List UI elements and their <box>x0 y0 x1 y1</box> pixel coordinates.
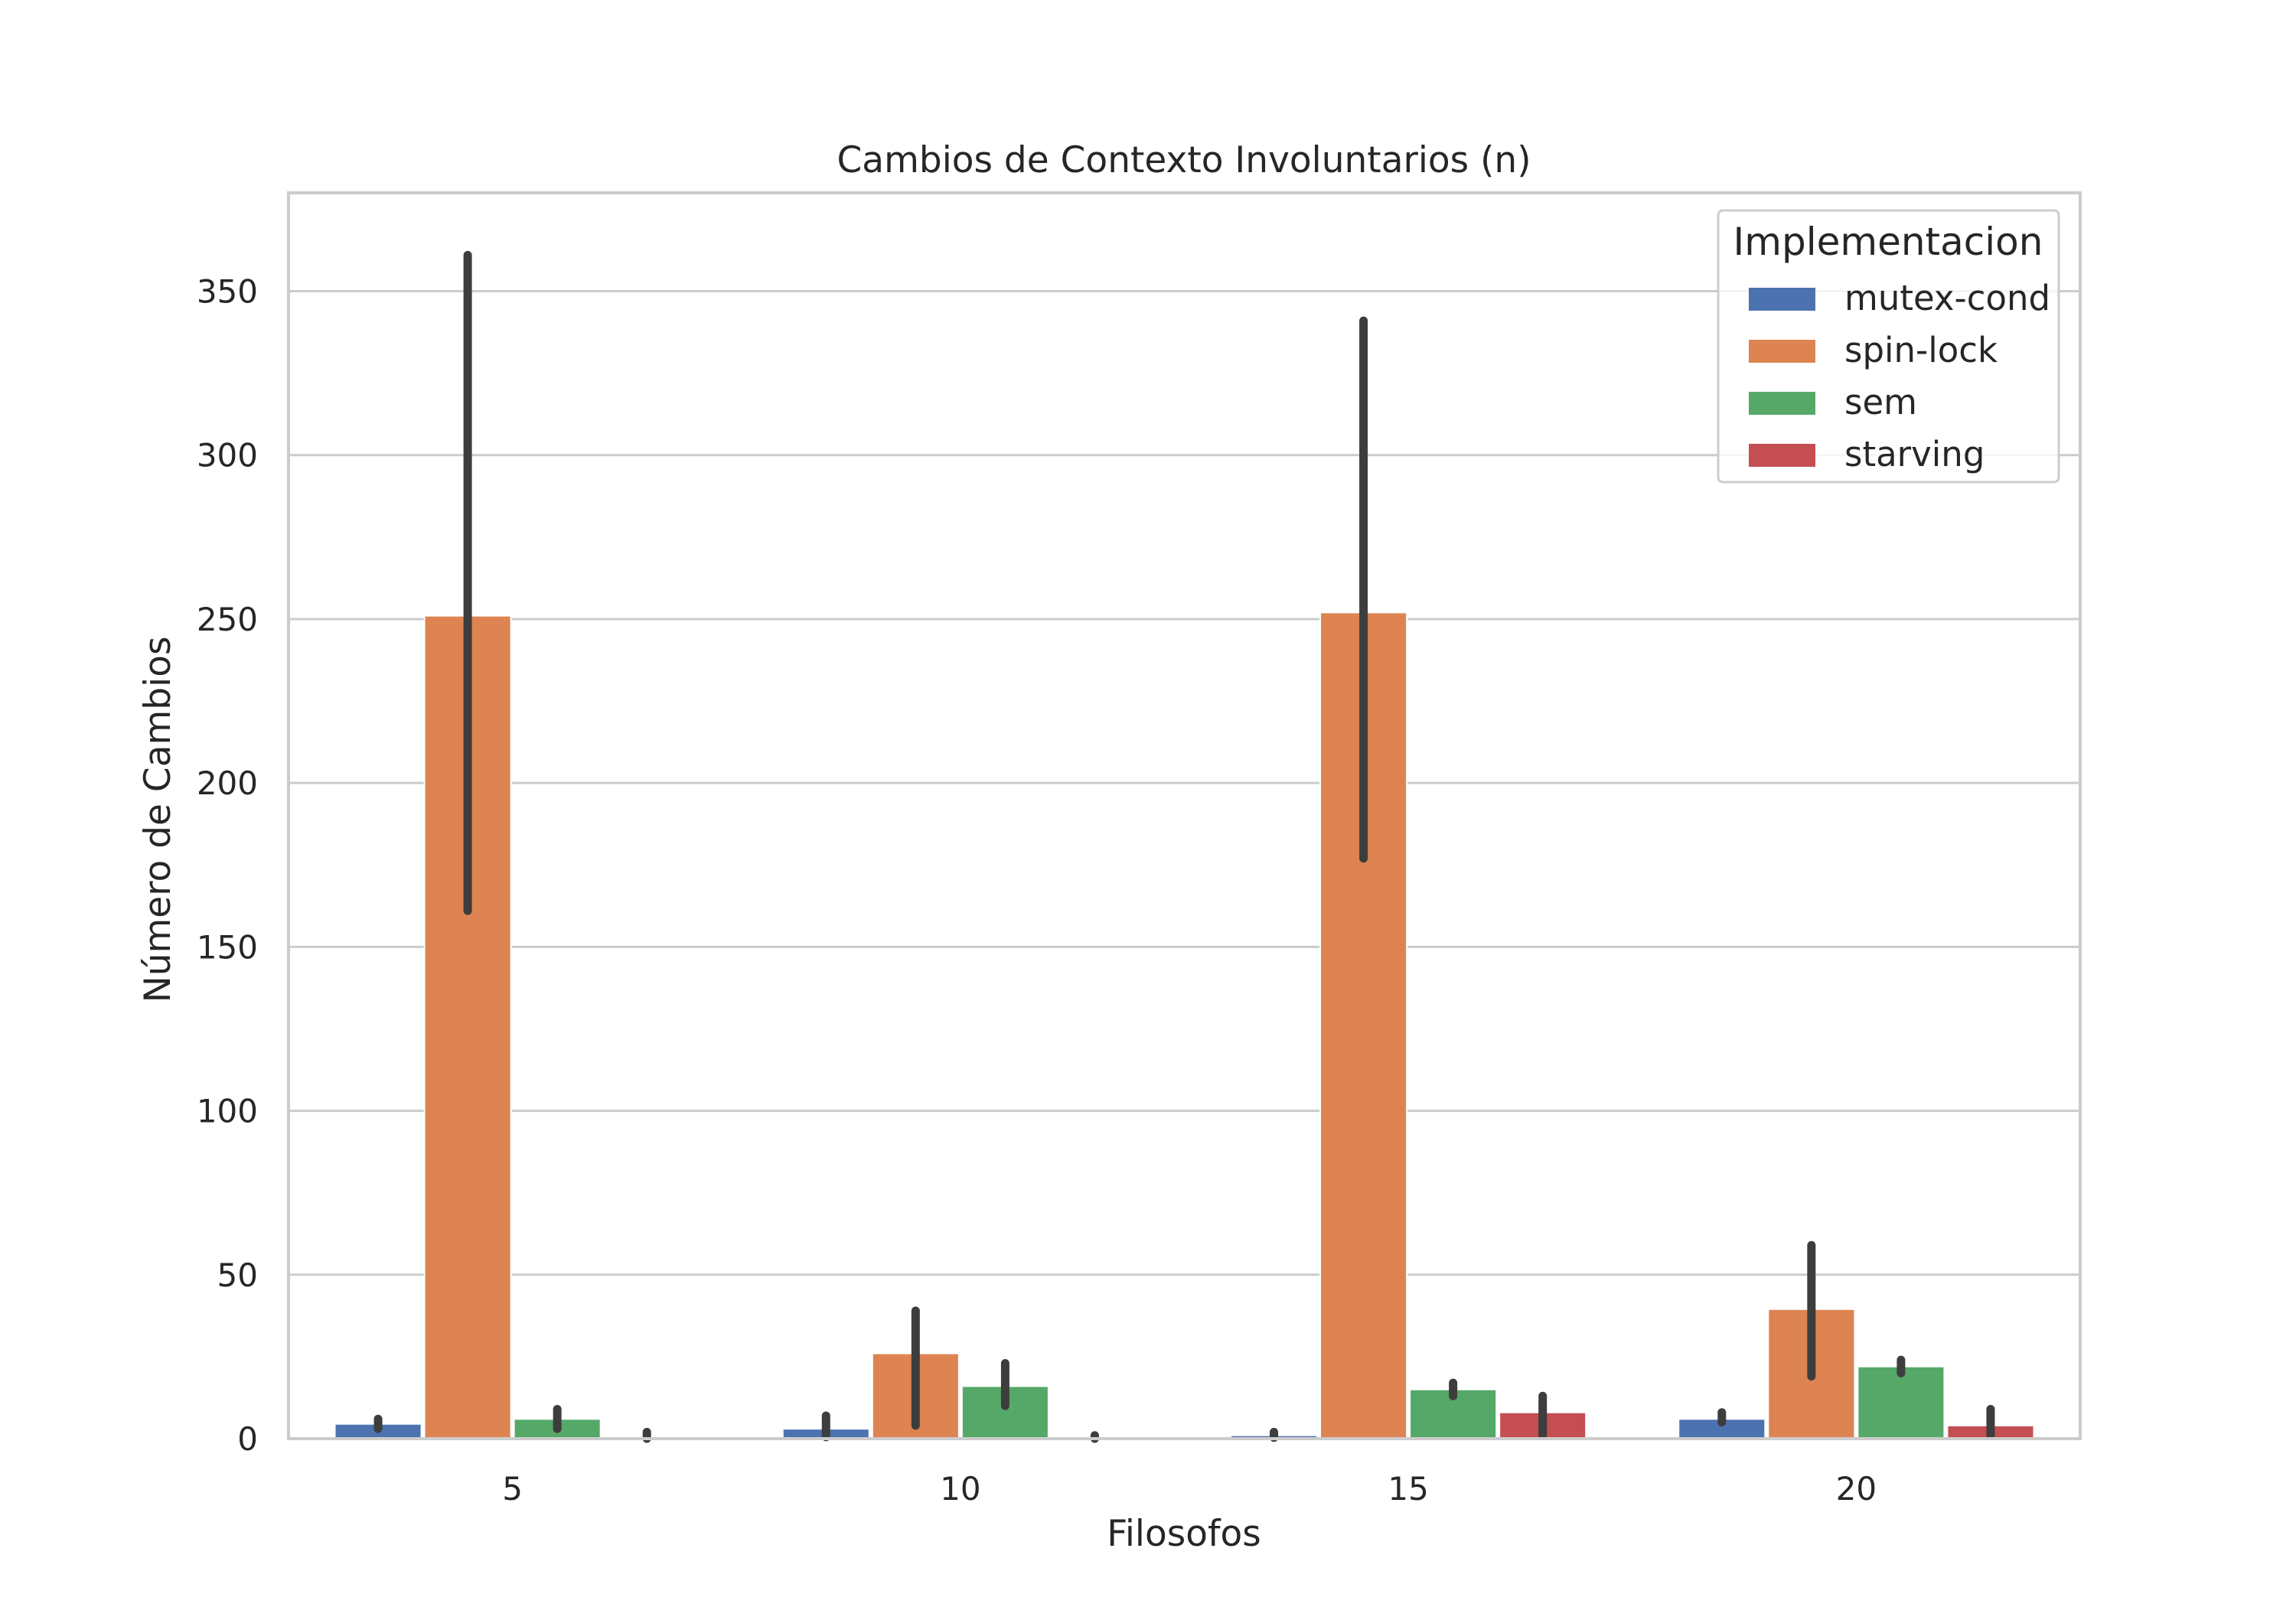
legend-swatch-mutex-cond <box>1749 288 1815 311</box>
x-tick-label: 20 <box>1836 1470 1877 1508</box>
plot-frame <box>287 191 2082 1440</box>
chart-title: Cambios de Contexto Involuntarios (n) <box>837 139 1531 181</box>
y-axis-title: Número de Cambios <box>137 637 179 1003</box>
y-tick-label: 350 <box>197 273 258 311</box>
x-tick-label: 10 <box>940 1470 980 1508</box>
y-tick-label: 150 <box>197 928 258 966</box>
legend: Implementacion mutex-cond spin-lock sem sta… <box>1717 209 2060 484</box>
y-tick-label: 250 <box>197 601 258 638</box>
legend-title: Implementacion <box>1733 220 2043 264</box>
legend-swatch-spin-lock <box>1749 340 1815 363</box>
y-tick-labels: 0 50 100 150 200 250 300 350 <box>197 273 258 1458</box>
y-tick-label: 300 <box>197 437 258 474</box>
y-tick-label: 50 <box>217 1257 258 1294</box>
y-tick-label: 100 <box>197 1093 258 1130</box>
legend-label-mutex-cond: mutex-cond <box>1844 278 2050 318</box>
legend-swatch-starving <box>1749 444 1815 467</box>
legend-swatch-sem <box>1749 392 1815 415</box>
legend-label-starving: starving <box>1844 434 1985 474</box>
x-axis-title: Filosofos <box>1107 1513 1261 1555</box>
y-tick-label: 0 <box>237 1420 258 1458</box>
error-bars <box>373 250 1995 1443</box>
legend-label-sem: sem <box>1844 382 1917 422</box>
x-tick-labels: 5 10 15 20 <box>502 1470 1877 1508</box>
y-tick-label: 200 <box>197 764 258 802</box>
x-tick-label: 5 <box>502 1470 523 1508</box>
bar-sem-20 <box>1857 1365 1945 1439</box>
legend-label-spin-lock: spin-lock <box>1844 330 1998 370</box>
x-tick-label: 15 <box>1388 1470 1428 1508</box>
